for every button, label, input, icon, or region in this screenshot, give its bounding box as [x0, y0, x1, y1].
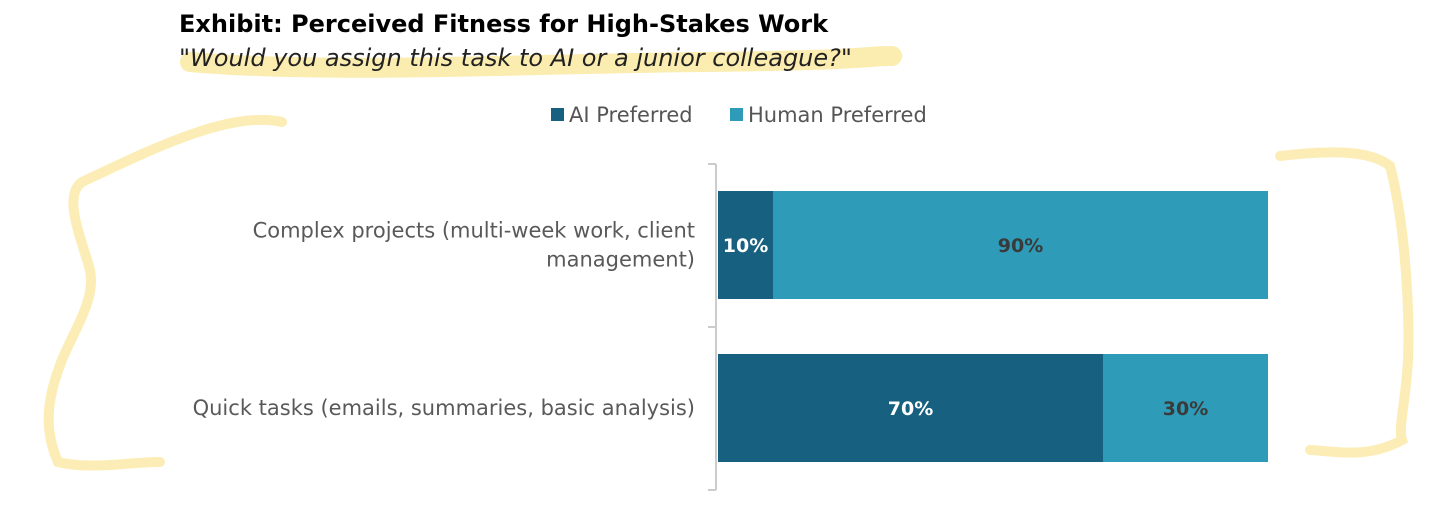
data-labels: 10% 90% 70% 30% [723, 235, 1208, 420]
category-label: management) [546, 248, 695, 272]
category-label: Complex projects (multi-week work, clien… [253, 219, 695, 243]
data-label: 30% [1163, 398, 1208, 420]
data-label: 70% [888, 398, 933, 420]
left-bracket-stroke [43, 114, 287, 471]
data-label: 10% [723, 235, 768, 257]
chart-title: Exhibit: Perceived Fitness for High-Stak… [179, 10, 829, 38]
category-axis-ticks [708, 163, 716, 491]
bar-ai-preferred [718, 354, 1103, 462]
data-label: 90% [998, 235, 1043, 257]
bar-human-preferred [773, 191, 1268, 299]
legend-label-ai-preferred: AI Preferred [569, 103, 693, 127]
bar-ai-preferred [718, 191, 773, 299]
legend-label-human-preferred: Human Preferred [748, 103, 927, 127]
right-bracket-stroke [1275, 147, 1414, 458]
category-labels: Complex projects (multi-week work, clien… [193, 219, 695, 421]
chart-subtitle: "Would you assign this task to AI or a j… [179, 44, 852, 72]
legend-swatch-ai-preferred [551, 108, 564, 121]
highlighter-decorations [43, 46, 1414, 471]
legend-swatch-human-preferred [730, 108, 743, 121]
bars [718, 191, 1268, 462]
category-label: Quick tasks (emails, summaries, basic an… [193, 396, 695, 420]
bar-human-preferred [1103, 354, 1268, 462]
legend: AI Preferred Human Preferred [551, 103, 927, 127]
subtitle-highlight-stroke [180, 46, 902, 78]
